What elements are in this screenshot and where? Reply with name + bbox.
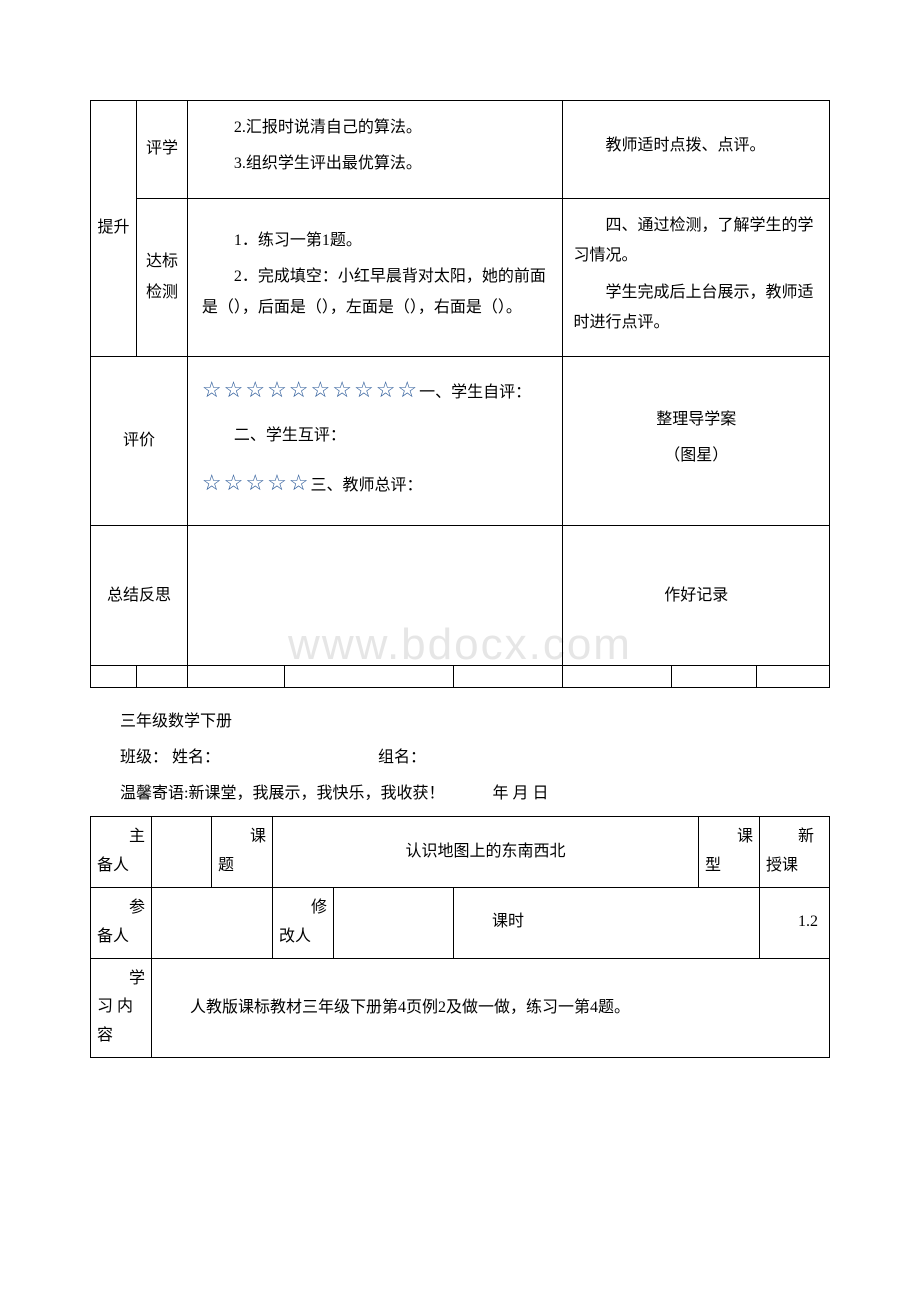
stars-icon: ☆☆☆☆☆ xyxy=(202,470,311,495)
label-text: 达标检测 xyxy=(146,253,178,300)
t2-label-canbeiren: 参备人 xyxy=(91,887,152,958)
row-label-left-1: 提升 xyxy=(91,101,137,357)
class-name-label: 班级： 姓名： xyxy=(120,749,220,766)
split-cell xyxy=(757,666,830,688)
t2-empty xyxy=(152,887,273,958)
lesson-table-2: 主备人 课题 认识地图上的东南西北 课型 新授课 参备人 修改人 课时 1.2 xyxy=(90,816,830,1058)
between-line-2: 班级： 姓名： 组名： xyxy=(120,742,830,774)
right-line: 四、通过检测，了解学生的学习情况。 xyxy=(573,211,819,272)
split-cell xyxy=(284,666,454,688)
split-cell xyxy=(137,666,188,688)
content-text: 人教版课标教材三年级下册第4页例2及做一做，练习一第4题。 xyxy=(190,999,630,1016)
label-text: 主备人 xyxy=(97,823,145,881)
between-line-1: 三年级数学下册 xyxy=(120,706,830,738)
label-text: 新授课 xyxy=(766,823,823,881)
right-line: 作好记录 xyxy=(664,587,728,604)
split-cell xyxy=(454,666,563,688)
split-cell xyxy=(91,666,137,688)
lesson-title: 认识地图上的东南西北 xyxy=(406,843,566,860)
label-text: 1.2 xyxy=(766,908,818,937)
label-text: 课题 xyxy=(218,823,266,881)
row-label-2: 达标检测 xyxy=(137,198,188,357)
split-cell xyxy=(187,666,284,688)
label-text: 参备人 xyxy=(97,894,145,952)
content-line: 1．练习一第1题。 xyxy=(202,226,549,256)
label-text: 课时 xyxy=(460,908,524,937)
t2-label-xuexineirong: 学习 内容 xyxy=(91,958,152,1057)
label-text: 课型 xyxy=(705,823,753,881)
right-line: 教师适时点拨、点评。 xyxy=(573,131,819,161)
group-name-label: 组名： xyxy=(378,749,426,766)
label-text: 总结反思 xyxy=(107,587,171,604)
lesson-table-1: 提升 评学 2.汇报时说清自己的算法。 3.组织学生评出最优算法。 教师适时点拨… xyxy=(90,100,830,688)
date-label: 年 月 日 xyxy=(492,785,548,802)
label-text: 修改人 xyxy=(279,894,327,952)
row-label-3: 评价 xyxy=(91,357,188,526)
right-cell-2: 四、通过检测，了解学生的学习情况。 学生完成后上台展示，教师适时进行点评。 xyxy=(563,198,830,357)
content-cell-2: 1．练习一第1题。 2．完成填空：小红早晨背对太阳，她的前面是（），后面是（），… xyxy=(187,198,563,357)
eval-text: 一、学生自评： xyxy=(419,384,531,401)
content-line: 3.组织学生评出最优算法。 xyxy=(202,149,549,179)
stars-icon: ☆☆☆☆☆☆☆☆☆☆ xyxy=(202,377,419,402)
label-text: 提升 xyxy=(98,219,130,236)
row-label-4: 总结反思 xyxy=(91,526,188,666)
label-text: 学习 内容 xyxy=(97,965,145,1051)
right-cell-4: 作好记录 xyxy=(563,526,830,666)
eval-line-1: ☆☆☆☆☆☆☆☆☆☆一、学生自评： xyxy=(202,369,549,411)
t2-label-keti: 课题 xyxy=(212,817,273,888)
eval-content: ☆☆☆☆☆☆☆☆☆☆一、学生自评： 二、学生互评： ☆☆☆☆☆三、教师总评： xyxy=(187,357,563,526)
t2-empty xyxy=(334,887,454,958)
label-text: 评价 xyxy=(123,432,155,449)
right-line: 整理导学案 xyxy=(573,405,819,435)
content-cell-1: 2.汇报时说清自己的算法。 3.组织学生评出最优算法。 xyxy=(187,101,563,199)
content-line: 2.汇报时说清自己的算法。 xyxy=(202,113,549,143)
eval-line-3: ☆☆☆☆☆三、教师总评： xyxy=(202,462,549,504)
split-cell xyxy=(563,666,672,688)
t2-label-xiugairen: 修改人 xyxy=(273,887,334,958)
t2-label-12: 1.2 xyxy=(760,887,830,958)
t2-label-kexing: 课型 xyxy=(698,817,759,888)
content-line: 2．完成填空：小红早晨背对太阳，她的前面是（），后面是（），左面是（），右面是（… xyxy=(202,262,549,323)
t2-empty xyxy=(152,817,212,888)
summary-content xyxy=(187,526,563,666)
split-cell xyxy=(672,666,757,688)
motto-text: 温馨寄语:新课堂，我展示，我快乐，我收获！ xyxy=(120,785,444,802)
t2-content: 人教版课标教材三年级下册第4页例2及做一做，练习一第4题。 xyxy=(152,958,830,1057)
right-line: （图星） xyxy=(573,441,819,471)
t2-label-zhuberen: 主备人 xyxy=(91,817,152,888)
eval-line-2: 二、学生互评： xyxy=(202,421,549,451)
eval-text: 三、教师总评： xyxy=(311,477,423,494)
t2-label-xinshouke: 新授课 xyxy=(760,817,830,888)
t2-label-keshi: 课时 xyxy=(454,887,760,958)
row-label-right-1: 评学 xyxy=(137,101,188,199)
label-text: 评学 xyxy=(146,140,178,157)
right-cell-3: 整理导学案 （图星） xyxy=(563,357,830,526)
t2-title: 认识地图上的东南西北 xyxy=(273,817,699,888)
right-line: 学生完成后上台展示，教师适时进行点评。 xyxy=(573,278,819,339)
between-line-3: 温馨寄语:新课堂，我展示，我快乐，我收获！ 年 月 日 xyxy=(120,778,830,810)
between-text-block: 三年级数学下册 班级： 姓名： 组名： 温馨寄语:新课堂，我展示，我快乐，我收获… xyxy=(120,706,830,810)
right-cell-1: 教师适时点拨、点评。 xyxy=(563,101,830,199)
